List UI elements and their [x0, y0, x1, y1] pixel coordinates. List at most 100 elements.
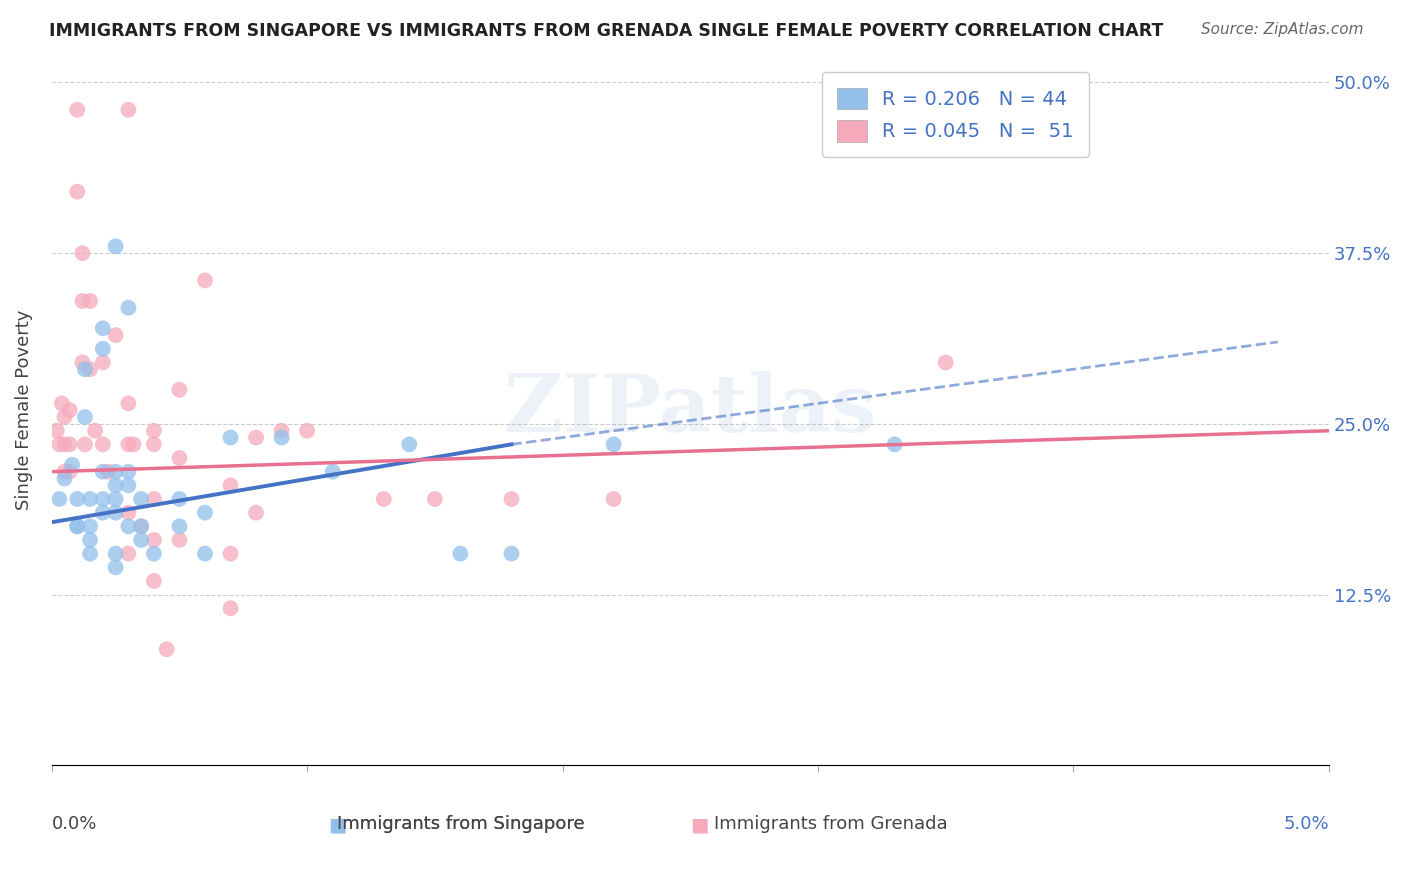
Point	[117, 103, 139, 117]
Point	[169, 533, 191, 547]
Y-axis label: Single Female Poverty: Single Female Poverty	[15, 310, 32, 510]
Point	[59, 465, 82, 479]
Point	[373, 491, 395, 506]
Point	[72, 293, 94, 308]
Text: Immigrants from Singapore: Immigrants from Singapore	[336, 815, 585, 833]
Point	[104, 506, 127, 520]
Point	[129, 533, 152, 547]
Point	[91, 465, 114, 479]
Point	[501, 491, 523, 506]
Point	[883, 437, 905, 451]
Point	[245, 506, 267, 520]
Point	[219, 601, 242, 615]
Point	[51, 396, 73, 410]
Point	[270, 424, 292, 438]
Point	[104, 478, 127, 492]
Point	[935, 355, 957, 369]
Point	[66, 519, 89, 533]
Point	[73, 437, 96, 451]
Point	[91, 506, 114, 520]
Text: ZIPatlas: ZIPatlas	[505, 371, 876, 450]
Point	[142, 547, 165, 561]
Point	[59, 437, 82, 451]
Point	[602, 437, 624, 451]
Point	[48, 437, 70, 451]
Point	[142, 574, 165, 588]
Point	[104, 239, 127, 253]
Point	[91, 491, 114, 506]
Text: Immigrants from Singapore: Immigrants from Singapore	[336, 815, 585, 833]
Point	[79, 491, 101, 506]
Point	[104, 560, 127, 574]
Text: 0.0%: 0.0%	[52, 815, 97, 833]
Point	[423, 491, 446, 506]
Point	[53, 437, 76, 451]
Point	[117, 547, 139, 561]
Point	[169, 450, 191, 465]
Point	[48, 491, 70, 506]
Point	[295, 424, 318, 438]
Point	[91, 342, 114, 356]
Point	[501, 547, 523, 561]
Point	[45, 424, 67, 438]
Point	[79, 533, 101, 547]
Text: Immigrants from Grenada: Immigrants from Grenada	[714, 815, 948, 833]
Point	[66, 519, 89, 533]
Point	[142, 533, 165, 547]
Point	[104, 547, 127, 561]
Point	[169, 383, 191, 397]
Point	[219, 431, 242, 445]
Point	[97, 465, 120, 479]
Text: 5.0%: 5.0%	[1284, 815, 1329, 833]
Point	[270, 431, 292, 445]
Point	[73, 362, 96, 376]
Point	[117, 301, 139, 315]
Point	[142, 437, 165, 451]
Point	[245, 431, 267, 445]
Point	[122, 437, 145, 451]
Text: ■: ■	[329, 815, 347, 834]
Point	[129, 491, 152, 506]
Point	[398, 437, 420, 451]
Point	[104, 328, 127, 343]
Point	[129, 519, 152, 533]
Point	[156, 642, 179, 657]
Point	[60, 458, 83, 472]
Point	[322, 465, 344, 479]
Point	[142, 491, 165, 506]
Point	[79, 519, 101, 533]
Point	[66, 185, 89, 199]
Point	[59, 403, 82, 417]
Point	[79, 362, 101, 376]
Point	[117, 478, 139, 492]
Point	[194, 506, 217, 520]
Text: ■: ■	[690, 815, 709, 834]
Point	[169, 491, 191, 506]
Point	[91, 355, 114, 369]
Point	[194, 273, 217, 287]
Point	[104, 491, 127, 506]
Point	[66, 103, 89, 117]
Point	[117, 437, 139, 451]
Point	[219, 478, 242, 492]
Point	[79, 547, 101, 561]
Point	[91, 437, 114, 451]
Point	[53, 465, 76, 479]
Point	[53, 410, 76, 425]
Point	[73, 410, 96, 425]
Text: IMMIGRANTS FROM SINGAPORE VS IMMIGRANTS FROM GRENADA SINGLE FEMALE POVERTY CORRE: IMMIGRANTS FROM SINGAPORE VS IMMIGRANTS …	[49, 22, 1164, 40]
Point	[169, 519, 191, 533]
Point	[219, 547, 242, 561]
Point	[72, 355, 94, 369]
Point	[53, 471, 76, 485]
Text: Source: ZipAtlas.com: Source: ZipAtlas.com	[1201, 22, 1364, 37]
Point	[194, 547, 217, 561]
Point	[72, 246, 94, 260]
Point	[117, 396, 139, 410]
Point	[117, 519, 139, 533]
Legend: R = 0.206   N = 44, R = 0.045   N =  51: R = 0.206 N = 44, R = 0.045 N = 51	[823, 72, 1090, 157]
Point	[117, 506, 139, 520]
Point	[117, 465, 139, 479]
Point	[142, 424, 165, 438]
Point	[91, 321, 114, 335]
